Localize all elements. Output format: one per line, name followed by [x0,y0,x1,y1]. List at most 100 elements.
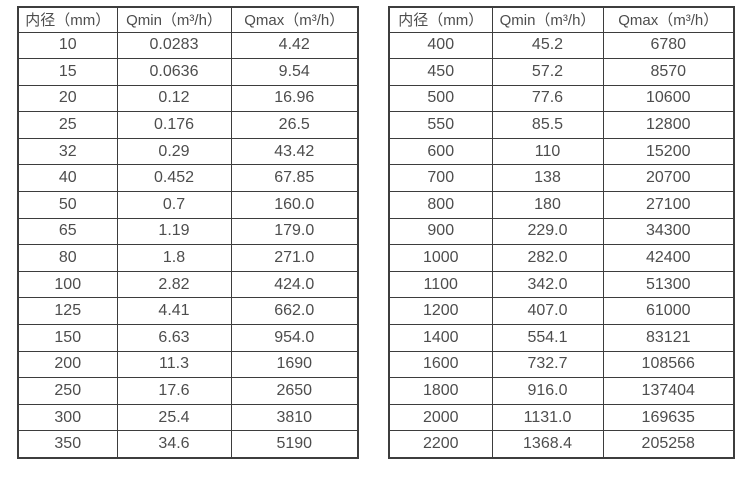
table-row: 700 138 20700 [388,164,735,193]
table-row: 1200 407.0 61000 [388,297,735,326]
flow-rate-table-large-diameters: 内径（mm） Qmin（m³/h） Qmax（m³/h） 400 45.2 6780… [388,6,735,459]
table-cell: 550 [388,111,493,139]
table-cell: 2650 [230,377,359,405]
table-cell: 282.0 [491,244,604,272]
table-body: 10 0.0283 4.42 15 0.0636 9.54 20 0.12 16.96 25 0.1… [17,31,359,458]
table-cell: 1131.0 [491,403,604,432]
table-cell: 1800 [388,377,493,405]
table-header-row: 内径（mm） Qmin（m³/h） Qmax（m³/h） [388,6,735,33]
table-cell: 25 [17,111,118,139]
table-cell: 342.0 [491,270,604,299]
table-cell: 57.2 [491,58,604,86]
table-body: 400 45.2 6780 450 57.2 8570 500 77.6 10600 550 85.… [388,31,735,458]
table-cell: 180 [491,191,604,219]
table-cell: 350 [17,430,118,458]
table-row: 100 2.82 424.0 [17,270,359,299]
table-row: 150 6.63 954.0 [17,324,359,352]
table-cell: 26.5 [230,111,359,139]
table-cell: 732.7 [491,350,604,379]
table-cell: 40 [17,164,118,193]
table-row: 1100 342.0 51300 [388,270,735,299]
table-cell: 271.0 [230,244,359,272]
table-row: 500 77.6 10600 [388,84,735,113]
table-cell: 4.41 [116,297,232,326]
table-cell: 125 [17,297,118,326]
table-cell: 0.12 [116,84,232,113]
table-cell: 1100 [388,270,493,299]
header-inner-diameter: 内径（mm） [388,6,493,33]
table-row: 1000 282.0 42400 [388,244,735,272]
table-cell: 138 [491,164,604,193]
table-row: 1800 916.0 137404 [388,377,735,405]
header-qmin: Qmin（m³/h） [491,6,604,33]
table-cell: 169635 [602,403,735,432]
table-cell: 0.452 [116,164,232,193]
table-row: 65 1.19 179.0 [17,217,359,246]
table-cell: 800 [388,191,493,219]
table-cell: 450 [388,58,493,86]
table-cell: 12800 [602,111,735,139]
table-cell: 1.19 [116,217,232,246]
table-row: 2200 1368.4 205258 [388,430,735,458]
table-cell: 67.85 [230,164,359,193]
table-row: 550 85.5 12800 [388,111,735,139]
table-cell: 42400 [602,244,735,272]
table-cell: 1000 [388,244,493,272]
table-cell: 200 [17,350,118,379]
table-cell: 43.42 [230,137,359,166]
table-row: 600 110 15200 [388,137,735,166]
table-cell: 300 [17,403,118,432]
table-cell: 700 [388,164,493,193]
table-cell: 9.54 [230,58,359,86]
table-cell: 25.4 [116,403,232,432]
table-row: 800 180 27100 [388,191,735,219]
table-cell: 17.6 [116,377,232,405]
table-cell: 5190 [230,430,359,458]
table-cell: 0.7 [116,191,232,219]
table-cell: 61000 [602,297,735,326]
table-cell: 65 [17,217,118,246]
table-cell: 4.42 [230,31,359,60]
table-cell: 34.6 [116,430,232,458]
table-cell: 179.0 [230,217,359,246]
table-cell: 250 [17,377,118,405]
table-cell: 137404 [602,377,735,405]
table-row: 25 0.176 26.5 [17,111,359,139]
header-qmax: Qmax（m³/h） [230,6,359,33]
table-cell: 2000 [388,403,493,432]
table-cell: 0.29 [116,137,232,166]
table-cell: 229.0 [491,217,604,246]
table-row: 200 11.3 1690 [17,350,359,379]
table-cell: 0.176 [116,111,232,139]
table-cell: 20700 [602,164,735,193]
table-cell: 0.0636 [116,58,232,86]
table-cell: 500 [388,84,493,113]
table-row: 300 25.4 3810 [17,403,359,432]
table-cell: 400 [388,31,493,60]
table-cell: 85.5 [491,111,604,139]
table-cell: 77.6 [491,84,604,113]
table-cell: 15 [17,58,118,86]
table-cell: 10600 [602,84,735,113]
table-cell: 83121 [602,324,735,352]
table-cell: 954.0 [230,324,359,352]
header-qmin: Qmin（m³/h） [116,6,232,33]
table-row: 2000 1131.0 169635 [388,403,735,432]
table-header-row: 内径（mm） Qmin（m³/h） Qmax（m³/h） [17,6,359,33]
table-cell: 1.8 [116,244,232,272]
table-cell: 160.0 [230,191,359,219]
table-row: 250 17.6 2650 [17,377,359,405]
table-cell: 32 [17,137,118,166]
table-cell: 1200 [388,297,493,326]
table-cell: 424.0 [230,270,359,299]
table-cell: 205258 [602,430,735,458]
table-cell: 50 [17,191,118,219]
table-cell: 600 [388,137,493,166]
table-cell: 1368.4 [491,430,604,458]
table-cell: 0.0283 [116,31,232,60]
table-row: 350 34.6 5190 [17,430,359,458]
table-row: 32 0.29 43.42 [17,137,359,166]
table-cell: 34300 [602,217,735,246]
table-cell: 407.0 [491,297,604,326]
